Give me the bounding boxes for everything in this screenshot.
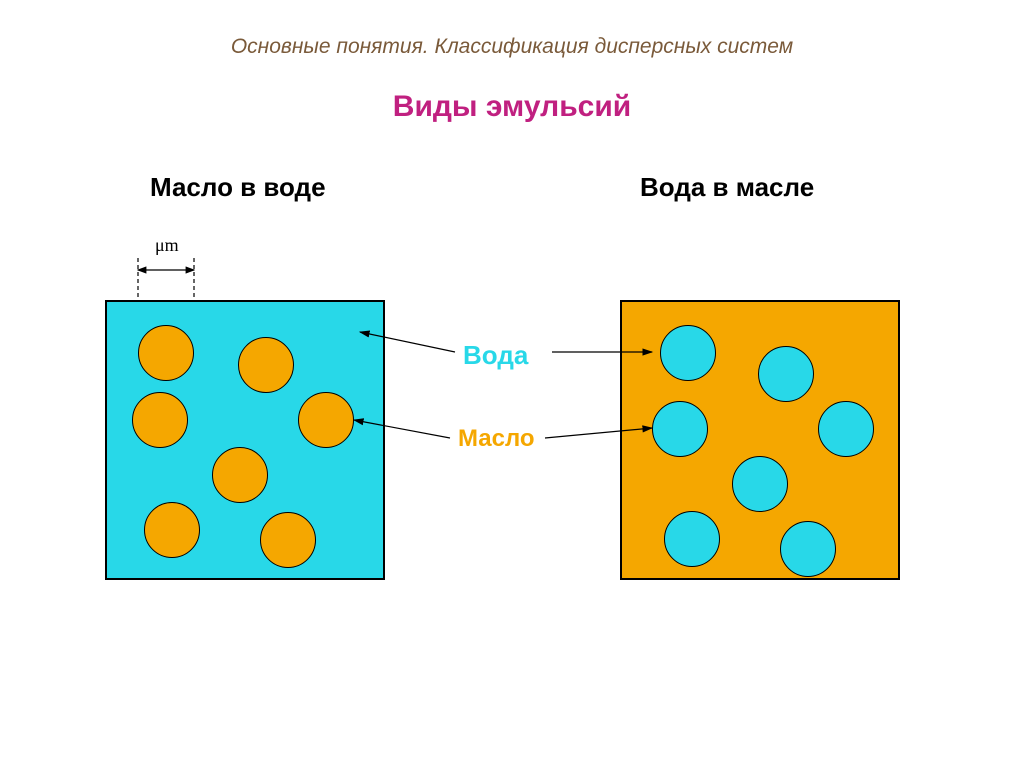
droplet — [664, 511, 720, 567]
left-subtitle: Масло в воде — [150, 172, 326, 203]
droplet — [818, 401, 874, 457]
droplet — [238, 337, 294, 393]
micrometer-label: μm — [155, 235, 179, 256]
droplet — [652, 401, 708, 457]
main-title: Виды эмульсий — [0, 90, 1024, 124]
water-label: Вода — [463, 340, 528, 371]
droplet — [260, 512, 316, 568]
droplet — [132, 392, 188, 448]
supertitle: Основные понятия. Классификация дисперсн… — [0, 35, 1024, 59]
droplet — [144, 502, 200, 558]
droplet — [298, 392, 354, 448]
oil-label: Масло — [458, 425, 535, 453]
droplet — [758, 346, 814, 402]
droplet — [138, 325, 194, 381]
right-subtitle: Вода в масле — [640, 172, 814, 203]
droplet — [212, 447, 268, 503]
diagram-canvas: Основные понятия. Классификация дисперсн… — [0, 0, 1024, 768]
droplet — [780, 521, 836, 577]
droplet — [660, 325, 716, 381]
droplet — [732, 456, 788, 512]
